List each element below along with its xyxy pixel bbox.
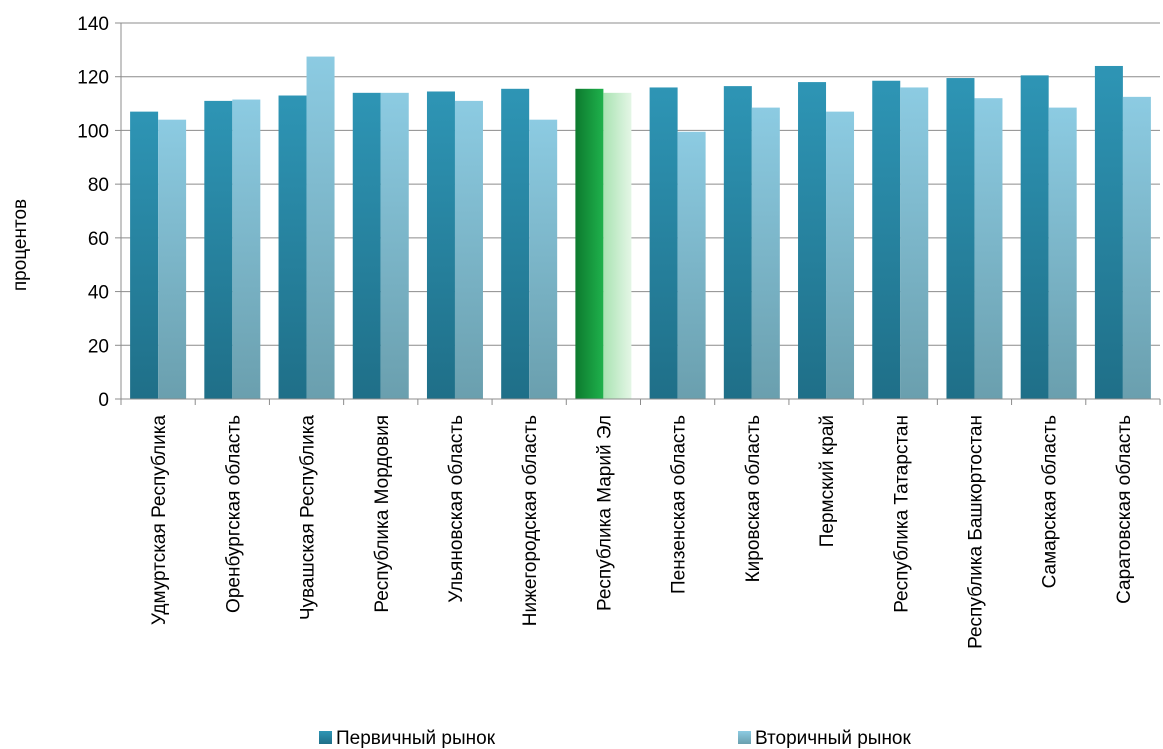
- bar-secondary: [454, 100, 483, 399]
- bar-secondary: [306, 56, 335, 399]
- bar-secondary: [900, 87, 929, 399]
- x-category-label: Нижегородская область: [520, 415, 541, 626]
- x-category-label: Республика Марий Эл: [594, 415, 615, 611]
- bar-secondary: [603, 92, 632, 399]
- axes: [120, 23, 1161, 405]
- y-tick-label: 120: [77, 68, 109, 89]
- y-tick-label: 60: [88, 229, 109, 250]
- gridlines: [121, 22, 1160, 400]
- bar-secondary: [826, 111, 855, 399]
- y-axis-ticks: 0 20 40 60 80 100 120 140: [77, 14, 121, 411]
- bar-secondary: [1122, 96, 1151, 399]
- bar-secondary: [158, 119, 187, 399]
- x-category-label: Чувашская Республика: [298, 415, 319, 621]
- bar-primary: [204, 100, 233, 399]
- bar-primary: [130, 111, 159, 399]
- bar-primary: [798, 82, 827, 399]
- bar-secondary: [1048, 107, 1077, 399]
- bar-primary: [1020, 75, 1049, 399]
- legend-swatch: [319, 731, 332, 744]
- y-axis-title: процентов: [10, 199, 31, 291]
- bar-secondary: [751, 107, 780, 399]
- y-tick-label: 20: [88, 336, 109, 357]
- y-tick-label: 40: [88, 283, 109, 304]
- x-category-label: Пермский край: [817, 415, 838, 547]
- x-category-label: Ульяновская область: [446, 415, 467, 603]
- x-category-label: Саратовская область: [1114, 415, 1135, 604]
- legend-label: Вторичный рынок: [755, 728, 912, 749]
- bar-primary: [946, 78, 975, 400]
- legend-label: Первичный рынок: [336, 728, 496, 749]
- x-category-label: Самарская область: [1040, 415, 1061, 589]
- y-tick-label: 80: [88, 175, 109, 196]
- x-category-label: Кировская область: [743, 415, 764, 583]
- bar-primary: [1094, 65, 1123, 399]
- y-tick-label: 0: [98, 390, 109, 411]
- bar-primary: [501, 88, 530, 400]
- bars: [130, 56, 1151, 400]
- bar-secondary: [974, 98, 1003, 399]
- bar-secondary: [232, 99, 261, 400]
- legend: Первичный рынок Вторичный рынок: [319, 728, 912, 749]
- bar-primary: [649, 87, 678, 399]
- bar-secondary: [529, 119, 558, 399]
- bar-primary: [872, 80, 901, 399]
- bar-primary: [426, 91, 455, 399]
- bar-secondary: [677, 131, 706, 399]
- bar-primary: [723, 86, 752, 399]
- x-category-label: Удмуртская Республика: [149, 415, 170, 626]
- x-category-label: Пензенская область: [669, 415, 690, 594]
- y-tick-label: 100: [77, 121, 109, 142]
- legend-swatch: [738, 731, 751, 744]
- bar-primary: [352, 92, 381, 399]
- y-tick-label: 140: [77, 14, 109, 35]
- bar-secondary: [380, 92, 409, 399]
- bar-primary: [278, 95, 307, 399]
- x-category-label: Республика Татарстан: [891, 415, 912, 613]
- x-axis-labels: Удмуртская Республика Оренбургская област…: [149, 415, 1135, 649]
- x-category-label: Оренбургская область: [223, 415, 244, 613]
- bar-primary: [575, 88, 604, 400]
- x-category-label: Республика Мордовия: [372, 415, 393, 613]
- x-category-label: Республика Башкортостан: [965, 415, 986, 649]
